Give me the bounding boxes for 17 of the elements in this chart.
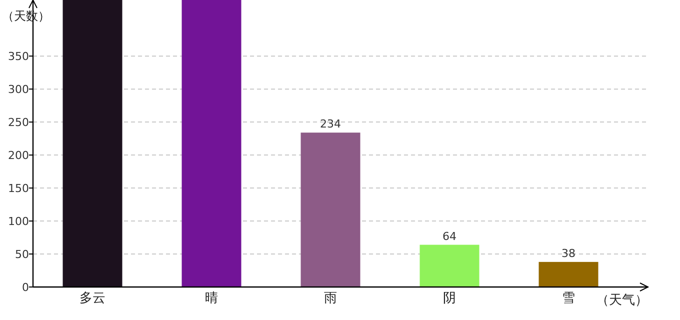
x-tick-label: 晴 (205, 291, 218, 306)
x-tick-label: 阴 (443, 291, 456, 306)
data-label: 38 (562, 246, 576, 260)
y-tick-label: 350 (8, 50, 29, 64)
y-tick-label: 0 (22, 281, 29, 294)
x-tick-label: 多云 (80, 291, 106, 306)
y-tick-label: 50 (15, 248, 29, 262)
y-tick-label: 150 (8, 182, 29, 196)
data-label: 234 (320, 118, 341, 131)
y-tick-label: 250 (8, 116, 29, 130)
data-label: 64 (442, 230, 456, 243)
x-axis-title: （天气） (596, 293, 648, 308)
y-tick-label: 300 (8, 83, 29, 96)
y-tick-label: 100 (8, 215, 29, 228)
x-tick-label: 雪 (562, 291, 575, 306)
y-tick-label: 200 (8, 149, 29, 162)
x-tick-label: 雨 (324, 291, 337, 306)
